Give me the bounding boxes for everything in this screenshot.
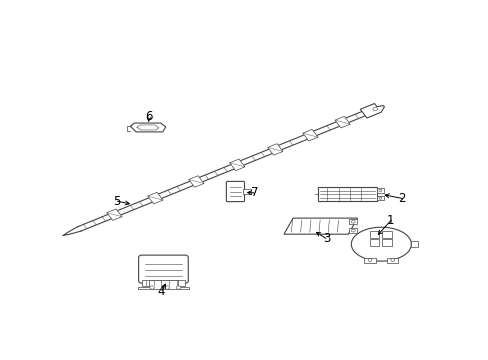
Circle shape bbox=[367, 258, 371, 261]
Bar bbox=[348, 228, 357, 233]
Polygon shape bbox=[130, 123, 165, 132]
Polygon shape bbox=[106, 209, 122, 220]
Polygon shape bbox=[360, 103, 384, 118]
Bar bbox=[386, 257, 398, 262]
Bar bbox=[382, 231, 391, 238]
Bar bbox=[369, 231, 379, 238]
Circle shape bbox=[149, 286, 154, 289]
Text: 2: 2 bbox=[398, 192, 405, 205]
Polygon shape bbox=[302, 130, 317, 141]
Circle shape bbox=[176, 286, 181, 289]
FancyBboxPatch shape bbox=[226, 181, 244, 202]
Bar bbox=[376, 188, 384, 193]
Circle shape bbox=[372, 107, 377, 111]
Text: 6: 6 bbox=[145, 110, 152, 123]
Polygon shape bbox=[334, 116, 349, 128]
Text: 1: 1 bbox=[386, 214, 394, 227]
Bar bbox=[348, 219, 357, 225]
Bar bbox=[364, 257, 375, 262]
Bar bbox=[382, 239, 391, 246]
Circle shape bbox=[351, 229, 354, 232]
Bar bbox=[376, 196, 384, 201]
Polygon shape bbox=[284, 218, 357, 234]
Circle shape bbox=[164, 286, 169, 289]
Text: 5: 5 bbox=[113, 195, 121, 208]
Polygon shape bbox=[351, 227, 410, 261]
Bar bbox=[410, 242, 417, 247]
Circle shape bbox=[390, 258, 394, 261]
Circle shape bbox=[378, 197, 381, 199]
Text: 7: 7 bbox=[251, 186, 258, 199]
FancyBboxPatch shape bbox=[138, 255, 188, 283]
Text: 3: 3 bbox=[322, 232, 329, 245]
Polygon shape bbox=[243, 189, 250, 194]
Bar bbox=[142, 279, 185, 285]
Polygon shape bbox=[188, 176, 203, 187]
Bar bbox=[369, 239, 379, 246]
Polygon shape bbox=[147, 192, 163, 204]
Circle shape bbox=[378, 189, 381, 192]
Polygon shape bbox=[267, 144, 283, 155]
Polygon shape bbox=[138, 280, 189, 289]
Circle shape bbox=[351, 220, 354, 223]
Text: 4: 4 bbox=[158, 285, 165, 298]
Bar bbox=[317, 187, 376, 202]
Polygon shape bbox=[229, 159, 244, 171]
